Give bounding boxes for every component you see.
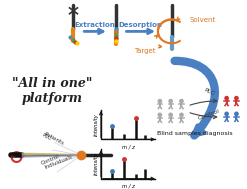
Text: Intensity: Intensity: [94, 113, 99, 136]
Text: PLC: PLC: [203, 88, 215, 97]
Text: hv: hv: [11, 155, 16, 159]
Text: Extraction: Extraction: [75, 22, 115, 29]
Text: Target: Target: [134, 48, 156, 54]
Circle shape: [169, 113, 172, 116]
Circle shape: [235, 112, 238, 115]
Circle shape: [169, 99, 172, 103]
Text: Patients: Patients: [43, 132, 65, 146]
Text: Solvent: Solvent: [189, 17, 216, 23]
Circle shape: [180, 99, 183, 103]
Text: m / z: m / z: [122, 144, 134, 149]
Text: Individuals: Individuals: [44, 154, 73, 170]
Circle shape: [235, 97, 238, 100]
Text: "All in one": "All in one": [12, 77, 92, 90]
Text: Control: Control: [40, 154, 60, 166]
Text: Blind samples diagnosis: Blind samples diagnosis: [157, 131, 233, 136]
Circle shape: [158, 113, 162, 116]
Circle shape: [158, 99, 162, 103]
Text: platform: platform: [21, 92, 82, 105]
Circle shape: [225, 97, 228, 100]
Circle shape: [225, 112, 228, 115]
Circle shape: [180, 113, 183, 116]
Text: Control: Control: [197, 108, 221, 121]
Text: Intensity: Intensity: [94, 153, 99, 175]
Text: PLC: PLC: [41, 132, 53, 141]
Text: Desorption: Desorption: [118, 22, 162, 29]
Text: m / z: m / z: [122, 184, 134, 189]
